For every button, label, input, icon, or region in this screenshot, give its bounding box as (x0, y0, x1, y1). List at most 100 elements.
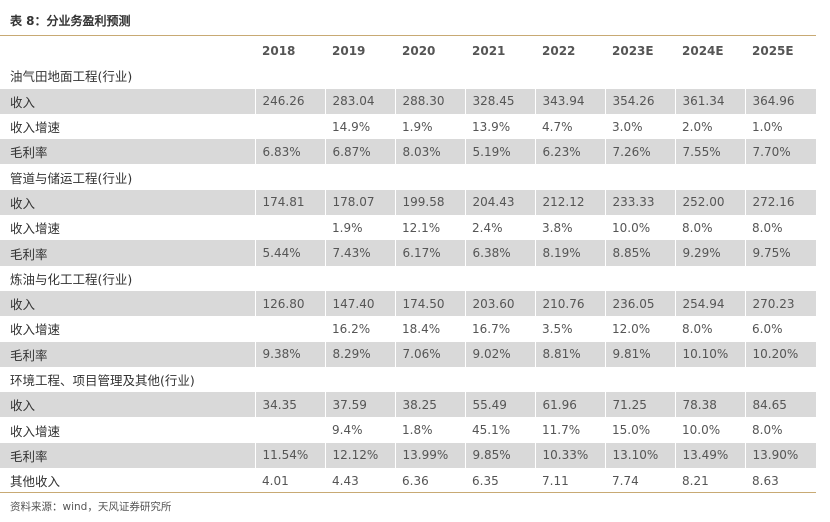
table-cell: 3.5% (542, 321, 573, 336)
table-cell (255, 316, 325, 341)
table-cell (255, 114, 325, 139)
table-cell: 8.19% (535, 240, 606, 266)
table-row: 毛利率 11.54% 12.12% 13.99% 9.85% 10.33% 13.10% 13… (0, 442, 816, 469)
table-cell: 11.7% (542, 423, 581, 438)
section-label: 炼油与化工工程(行业) (10, 271, 133, 287)
table-row: 收入 174.81 178.07 199.58 204.43 212.12 233.33 25… (0, 189, 816, 216)
row-label: 收入增速 (10, 221, 61, 237)
table-cell: 6.36 (402, 473, 429, 488)
row-label: 毛利率 (0, 139, 256, 165)
table-cell: 9.75% (745, 240, 816, 266)
section-row: 油气田地面工程(行业) (0, 63, 816, 88)
table-row: 收入增速 14.9% 1.9% 13.9% 4.7% 3.0% 2.0% 1.0% (0, 114, 816, 139)
table-cell: 15.0% (612, 423, 651, 438)
section-row: 炼油与化工工程(行业) (0, 266, 816, 291)
table-cell: 4.01 (262, 473, 289, 488)
table-cell: 13.9% (472, 119, 511, 134)
table-cell: 16.2% (332, 321, 371, 336)
forecast-table: 2018 2019 2020 2021 2022 2023E 2024E 2025E 油气田地面… (0, 38, 816, 493)
table-cell: 12.0% (612, 321, 651, 336)
top-rule (0, 35, 816, 36)
row-label: 毛利率 (0, 341, 256, 367)
table-cell: 10.0% (682, 423, 721, 438)
table-cell: 236.05 (605, 290, 676, 317)
table-cell: 71.25 (605, 392, 676, 418)
table-cell: 8.29% (325, 341, 396, 367)
table-cell: 8.63 (752, 473, 779, 488)
table-cell: 8.0% (752, 423, 783, 438)
table-cell: 7.06% (395, 341, 466, 367)
table-cell: 8.81% (535, 341, 606, 367)
table-cell: 12.12% (325, 442, 396, 469)
section-label: 油气田地面工程(行业) (10, 69, 133, 85)
header-cell-year: 2023E (612, 43, 654, 58)
table-row: 毛利率 9.38% 8.29% 7.06% 9.02% 8.81% 9.81% 10.10% 1… (0, 341, 816, 367)
table-cell: 38.25 (395, 392, 466, 418)
table-row: 收入增速 16.2% 18.4% 16.7% 3.5% 12.0% 8.0% 6.0% (0, 316, 816, 341)
header-cell-year: 2018 (262, 43, 296, 58)
section-label: 管道与储运工程(行业) (10, 170, 133, 186)
table-cell: 9.38% (255, 341, 326, 367)
table-cell: 7.55% (675, 139, 746, 165)
table-cell: 3.0% (612, 119, 643, 134)
table-cell: 1.9% (402, 119, 433, 134)
row-label: 收入 (0, 290, 256, 317)
table-cell: 178.07 (325, 189, 396, 216)
table-cell: 328.45 (465, 88, 536, 114)
table-cell: 6.87% (325, 139, 396, 165)
table-cell: 2.4% (472, 220, 503, 235)
table-cell: 10.20% (745, 341, 816, 367)
table-cell: 246.26 (255, 88, 326, 114)
table-cell: 8.0% (682, 220, 713, 235)
table-cell: 16.7% (472, 321, 511, 336)
table-cell: 272.16 (745, 189, 816, 216)
table-cell: 364.96 (745, 88, 816, 114)
table-cell: 203.60 (465, 290, 536, 317)
table-cell: 10.0% (612, 220, 651, 235)
table-cell: 18.4% (402, 321, 441, 336)
table-cell: 13.90% (745, 442, 816, 469)
table-row: 收入增速 1.9% 12.1% 2.4% 3.8% 10.0% 8.0% 8.0% (0, 215, 816, 240)
table-row: 毛利率 5.44% 7.43% 6.17% 6.38% 8.19% 8.85% 9.29% 9.… (0, 240, 816, 266)
table-cell: 12.1% (402, 220, 441, 235)
table-cell: 45.1% (472, 423, 511, 438)
table-cell: 6.0% (752, 321, 783, 336)
table-cell: 7.70% (745, 139, 816, 165)
table-cell: 13.49% (675, 442, 746, 469)
header-cell-year: 2020 (402, 43, 436, 58)
table-cell: 4.7% (542, 119, 573, 134)
table-cell: 10.10% (675, 341, 746, 367)
table-cell: 1.8% (402, 423, 433, 438)
section-row: 管道与储运工程(行业) (0, 164, 816, 189)
table-row: 其他收入 4.01 4.43 6.36 6.35 7.11 7.74 8.21 8.63 (0, 468, 816, 493)
table-cell: 14.9% (332, 119, 371, 134)
table-cell: 6.35 (472, 473, 499, 488)
table-cell: 78.38 (675, 392, 746, 418)
table-cell: 9.4% (332, 423, 363, 438)
table-cell: 6.17% (395, 240, 466, 266)
table-cell: 174.50 (395, 290, 466, 317)
table-cell: 7.43% (325, 240, 396, 266)
table-cell: 233.33 (605, 189, 676, 216)
table-cell: 270.23 (745, 290, 816, 317)
table-cell: 126.80 (255, 290, 326, 317)
table-cell: 34.35 (255, 392, 326, 418)
table-cell: 10.33% (535, 442, 606, 469)
table-cell: 8.0% (752, 220, 783, 235)
row-label: 收入 (0, 88, 256, 114)
table-cell: 288.30 (395, 88, 466, 114)
header-row: 2018 2019 2020 2021 2022 2023E 2024E 2025E (0, 38, 816, 63)
table-cell: 84.65 (745, 392, 816, 418)
table-cell: 61.96 (535, 392, 606, 418)
table-cell: 7.11 (542, 473, 569, 488)
table-cell: 1.9% (332, 220, 363, 235)
table-cell: 254.94 (675, 290, 746, 317)
table-row: 毛利率 6.83% 6.87% 8.03% 5.19% 6.23% 7.26% 7.55% 7.… (0, 139, 816, 165)
header-cell-year: 2019 (332, 43, 366, 58)
table-cell: 283.04 (325, 88, 396, 114)
table-cell: 210.76 (535, 290, 606, 317)
table-cell: 8.21 (682, 473, 709, 488)
table-row: 收入 126.80 147.40 174.50 203.60 210.76 236.05 25… (0, 290, 816, 317)
table-cell: 4.43 (332, 473, 359, 488)
table-cell: 37.59 (325, 392, 396, 418)
